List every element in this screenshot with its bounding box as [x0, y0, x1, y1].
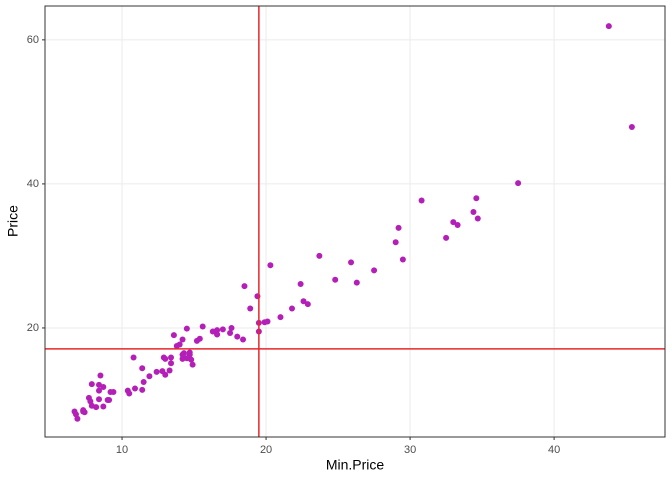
x-axis-title: Min.Price: [326, 457, 385, 473]
point: [219, 326, 226, 333]
panel-border: [44, 5, 666, 438]
point: [140, 378, 147, 385]
point: [186, 349, 193, 356]
point: [93, 404, 100, 411]
point: [214, 327, 221, 334]
point: [304, 301, 311, 308]
x-tick-label: 40: [548, 444, 560, 456]
point: [473, 195, 480, 202]
point: [132, 385, 139, 392]
point: [139, 386, 146, 393]
point: [228, 324, 235, 331]
point: [87, 398, 94, 405]
point: [214, 331, 221, 338]
point: [183, 325, 190, 332]
point: [179, 336, 186, 343]
y-tick-label: 60: [27, 34, 39, 46]
y-tick-label: 20: [27, 322, 39, 334]
y-tick-label: 40: [27, 178, 39, 190]
x-tick-label: 20: [260, 444, 272, 456]
point: [316, 252, 323, 259]
point: [96, 387, 103, 394]
point: [247, 305, 254, 312]
y-axis-title: Price: [5, 205, 21, 237]
point: [241, 283, 248, 290]
point: [443, 234, 450, 241]
point: [139, 365, 146, 372]
point: [96, 396, 103, 403]
point: [454, 221, 461, 228]
point: [234, 333, 241, 340]
point: [450, 219, 457, 226]
point: [162, 355, 169, 362]
point: [392, 239, 399, 246]
point: [399, 256, 406, 263]
point: [80, 407, 87, 414]
point: [474, 215, 481, 222]
point: [297, 281, 304, 288]
point: [193, 337, 200, 344]
point: [267, 262, 274, 269]
point: [199, 323, 206, 330]
point: [353, 279, 360, 286]
point: [106, 396, 113, 403]
point: [264, 318, 271, 325]
point: [628, 124, 635, 131]
point: [332, 276, 339, 283]
point: [515, 180, 522, 187]
point: [162, 371, 169, 378]
point: [371, 267, 378, 274]
point: [176, 341, 183, 348]
point: [168, 354, 175, 361]
point: [300, 298, 307, 305]
point: [88, 381, 95, 388]
point: [126, 390, 133, 397]
point: [166, 367, 173, 374]
point: [240, 336, 247, 343]
point: [100, 384, 107, 391]
point: [418, 197, 425, 204]
point: [227, 329, 234, 336]
point: [395, 224, 402, 231]
x-tick-label: 30: [404, 444, 416, 456]
point: [72, 411, 79, 418]
point: [277, 314, 284, 321]
point: [348, 259, 355, 266]
point: [189, 361, 196, 368]
point: [146, 373, 153, 380]
point: [288, 305, 295, 312]
point: [97, 372, 104, 379]
point: [153, 368, 160, 375]
point: [470, 208, 477, 215]
point: [168, 360, 175, 367]
point: [179, 351, 186, 358]
point: [107, 389, 114, 396]
point: [100, 403, 107, 410]
x-tick-label: 10: [116, 444, 128, 456]
point: [170, 332, 177, 339]
point: [605, 23, 612, 30]
point: [130, 354, 137, 361]
point: [188, 356, 195, 363]
